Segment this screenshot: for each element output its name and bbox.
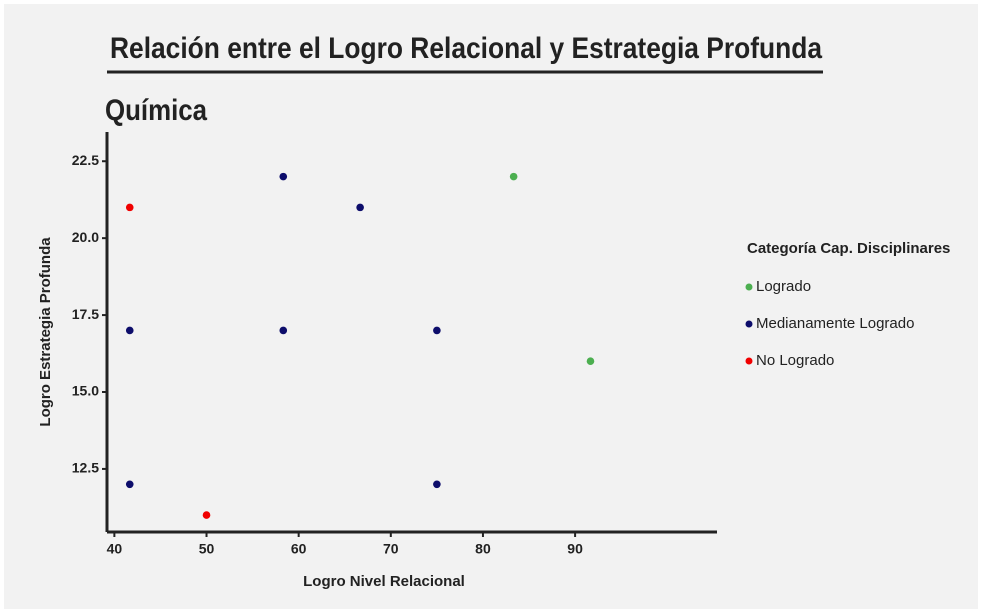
y-tick-label: 22.5 bbox=[72, 152, 99, 168]
point bbox=[509, 172, 518, 181]
x-tick-label: 50 bbox=[199, 541, 215, 557]
y-axis-label: Logro Estrategia Profunda bbox=[37, 237, 54, 427]
y-tick-label: 12.5 bbox=[72, 460, 99, 476]
chart-subtitle: Química bbox=[105, 94, 207, 127]
point bbox=[125, 326, 134, 335]
panel bbox=[4, 4, 978, 609]
point bbox=[202, 511, 211, 519]
chart-title: Relación entre el Logro Relacional y Est… bbox=[110, 32, 822, 65]
x-tick-label: 90 bbox=[567, 541, 583, 557]
y-tick-label: 20.0 bbox=[72, 229, 99, 245]
y-tick-label: 15.0 bbox=[72, 383, 99, 399]
x-tick-label: 80 bbox=[475, 541, 491, 557]
x-axis-label: Logro Nivel Relacional bbox=[303, 573, 465, 590]
point bbox=[586, 357, 595, 366]
legend-label: Medianamente Logrado bbox=[756, 315, 914, 332]
y-tick-label: 17.5 bbox=[72, 306, 99, 322]
legend-swatch bbox=[745, 283, 753, 291]
legend-swatch bbox=[745, 357, 753, 365]
point bbox=[279, 172, 288, 181]
x-tick-label: 40 bbox=[107, 541, 123, 557]
legend-swatch bbox=[745, 320, 753, 328]
point bbox=[125, 203, 134, 212]
point bbox=[433, 480, 441, 489]
legend-label: No Logrado bbox=[756, 352, 834, 369]
legend-title: Categoría Cap. Disciplinares bbox=[747, 240, 950, 257]
point bbox=[356, 203, 364, 212]
legend-label: Logrado bbox=[756, 278, 811, 295]
point bbox=[125, 480, 134, 489]
x-tick-label: 70 bbox=[383, 541, 399, 557]
point bbox=[433, 326, 441, 335]
point bbox=[279, 326, 288, 335]
x-tick-label: 60 bbox=[291, 541, 307, 557]
